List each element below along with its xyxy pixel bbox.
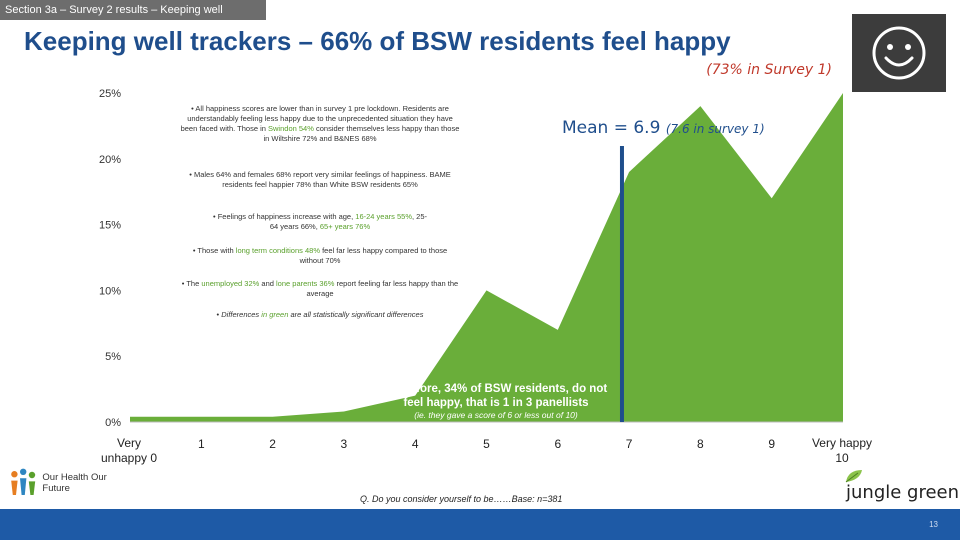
x-label-very-happy: Very happy 10 bbox=[811, 436, 873, 465]
y-tick-label: 0% bbox=[105, 417, 121, 429]
x-label-very-unhappy: Very unhappy 0 bbox=[100, 436, 158, 465]
x-tick-label: 7 bbox=[626, 437, 633, 451]
x-tick-label: 2 bbox=[269, 437, 276, 451]
question-base-footnote: Q. Do you consider yourself to be……Base:… bbox=[360, 494, 563, 504]
jungle-green-wordmark: jungle green bbox=[846, 482, 960, 503]
section-tag: Section 3a – Survey 2 results – Keeping … bbox=[0, 0, 266, 20]
therefore-statement: Therefore, 34% of BSW residents, do not … bbox=[384, 383, 608, 409]
x-tick-label: 5 bbox=[483, 437, 490, 451]
title-main: Keeping well trackers – bbox=[24, 26, 321, 56]
footer-bar bbox=[0, 509, 960, 540]
x-tick-label: 6 bbox=[554, 437, 561, 451]
therefore-subtext: (ie. they gave a score of 6 or less out … bbox=[414, 410, 578, 420]
chart-area-series bbox=[130, 93, 843, 422]
x-tick-label: 1 bbox=[198, 437, 205, 451]
y-tick-label: 10% bbox=[99, 285, 121, 297]
y-tick-label: 15% bbox=[99, 220, 121, 232]
left-logo-text: Our Health Our Future bbox=[42, 472, 107, 494]
y-tick-label: 5% bbox=[105, 351, 121, 363]
title-highlight: 66% of BSW residents feel happy bbox=[320, 26, 731, 56]
x-tick-label: 4 bbox=[412, 437, 419, 451]
y-tick-label: 25% bbox=[99, 88, 121, 100]
y-tick-label: 20% bbox=[99, 154, 121, 166]
x-tick-label: 9 bbox=[768, 437, 775, 451]
x-tick-label: 3 bbox=[341, 437, 348, 451]
jungle-green-logo: jungle green bbox=[842, 468, 959, 504]
people-logo-icon bbox=[11, 468, 36, 495]
mean-label: Mean = 6.9 (7.6 in survey 1) bbox=[562, 118, 765, 138]
page-subtitle: (73% in Survey 1) bbox=[706, 62, 832, 78]
page-number: 13 bbox=[929, 520, 938, 529]
mean-value: Mean = 6.9 bbox=[562, 118, 666, 138]
our-health-our-future-logo: Our Health Our Future bbox=[8, 463, 118, 503]
smiley-face-icon bbox=[852, 14, 946, 92]
page-title: Keeping well trackers – 66% of BSW resid… bbox=[24, 26, 731, 57]
mean-previous: (7.6 in survey 1) bbox=[665, 122, 765, 136]
leaf-icon bbox=[845, 470, 862, 483]
x-tick-label: 8 bbox=[697, 437, 704, 451]
right-logo-text: jungle green bbox=[846, 482, 959, 503]
